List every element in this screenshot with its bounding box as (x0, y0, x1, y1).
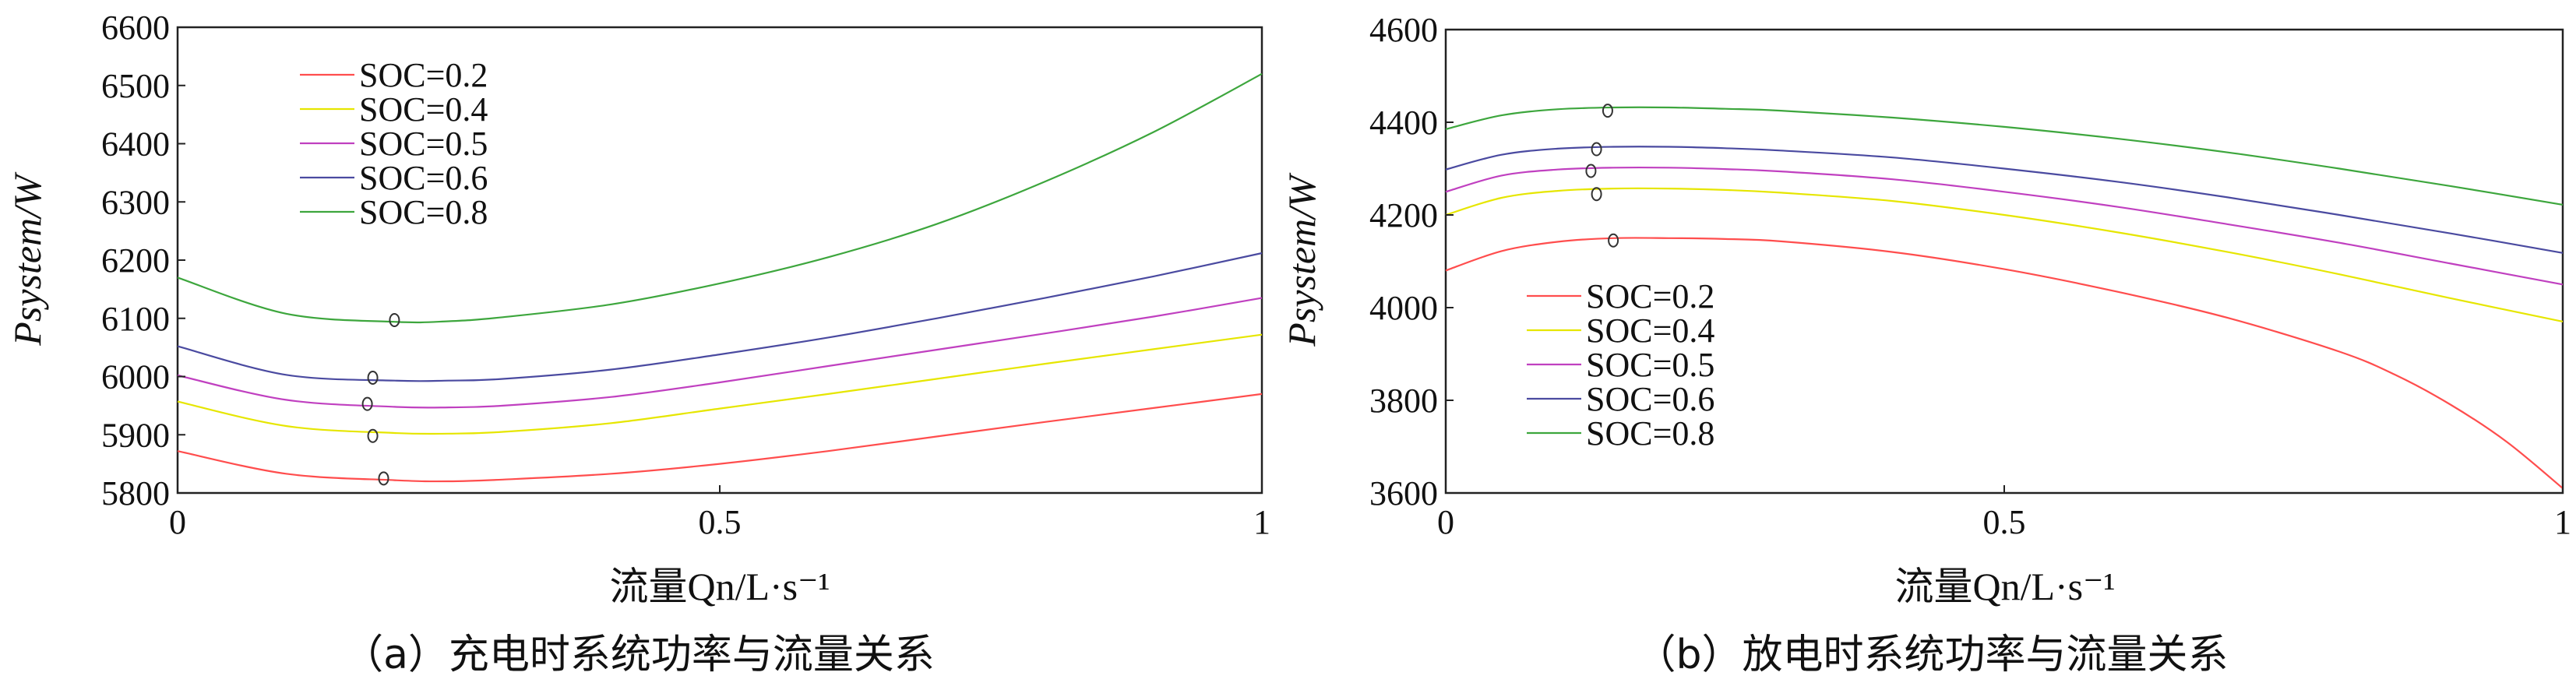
chart-b-optimum-marker (1608, 233, 1619, 248)
chart-b-series-line-soc-0-4 (1445, 187, 2564, 322)
chart-b-legend-label: SOC=0.2 (1586, 277, 1714, 315)
chart-a-caption: （a）充电时系统功率与流量关系 (343, 632, 935, 678)
chart-b-series-line-soc-0-6 (1445, 146, 2564, 254)
chart-b-legend-label: SOC=0.8 (1586, 414, 1714, 452)
chart-a-legend-label: SOC=0.8 (359, 193, 488, 231)
chart-b-y-ticks: 3600 3800 4000 4200 4400 4600 (1369, 11, 1454, 512)
chart-b-ylabel: Psystem/W (1280, 172, 1323, 347)
chart-a-series-line-soc-0-5 (177, 297, 1263, 409)
chart-b-ytick-label: 4000 (1369, 289, 1438, 327)
chart-a-ytick-label: 6600 (101, 9, 170, 47)
chart-a-x-ticks: 0 0.5 1 (169, 485, 1270, 541)
chart-b-optimum-marker (1585, 164, 1597, 178)
chart-a-optimum-marker (361, 396, 373, 411)
chart-b-xtick-label: 1 (2554, 503, 2571, 541)
chart-a-optimum-marker (367, 370, 379, 385)
chart-a-series-line-soc-0-8 (177, 72, 1263, 324)
chart-b-ytick-label: 4200 (1369, 196, 1438, 234)
chart-a-xtick-label: 1 (1253, 503, 1270, 541)
chart-a-ytick-label: 5900 (101, 416, 170, 454)
chart-a-ytick-label: 6200 (101, 241, 170, 280)
chart-a-xlabel: 流量Qn/L·s⁻¹ (609, 565, 830, 608)
chart-a-ytick-label: 6500 (101, 67, 170, 105)
chart-b-optimum-marker (1591, 142, 1602, 157)
chart-b-legend-label: SOC=0.5 (1586, 346, 1714, 384)
chart-a-ytick-label: 6300 (101, 183, 170, 221)
chart-b-caption: （b）放电时系统功率与流量关系 (1635, 632, 2228, 678)
chart-b-legend-label: SOC=0.4 (1586, 312, 1714, 350)
chart-a-optimum-marker (378, 471, 389, 486)
chart-b-ytick-label: 4400 (1369, 104, 1438, 142)
chart-a-ytick-label: 5800 (101, 474, 170, 512)
chart-b-optimum-marker (1591, 187, 1602, 202)
chart-b-ytick-label: 4600 (1369, 11, 1438, 49)
chart-a-y-ticks: 5800 5900 6000 6100 6200 6300 6400 6500 6600 (101, 9, 185, 512)
chart-b-xlabel: 流量Qn/L·s⁻¹ (1894, 565, 2115, 608)
chart-a-series-line-soc-0-6 (177, 252, 1263, 382)
chart-a-ytick-label: 6100 (101, 300, 170, 338)
chart-a-legend-label: SOC=0.6 (359, 159, 488, 197)
chart-a-xtick-label: 0.5 (699, 503, 742, 541)
chart-b-series-line-soc-0-8 (1445, 106, 2564, 206)
chart-a-ylabel: Psystem/W (5, 171, 49, 347)
chart-b-optimum-marker (1602, 104, 1613, 118)
chart-b-xtick-label: 0.5 (1983, 503, 2026, 541)
chart-a-xtick-label: 0 (169, 503, 186, 541)
chart-b-ytick-label: 3600 (1369, 474, 1438, 512)
chart-b-series-line-soc-0-5 (1445, 166, 2564, 286)
chart-a-ytick-label: 6400 (101, 125, 170, 164)
chart-b-xtick-label: 0 (1437, 503, 1454, 541)
chart-a-legend-label: SOC=0.5 (359, 125, 488, 163)
chart-a-ytick-label: 6000 (101, 358, 170, 396)
chart-a-legend-label: SOC=0.4 (359, 90, 488, 129)
chart-a-legend-label: SOC=0.2 (359, 56, 488, 94)
chart-b-legend-label: SOC=0.6 (1586, 380, 1714, 418)
chart-b-ytick-label: 3800 (1369, 382, 1438, 420)
chart-a-plot-frame (176, 26, 1263, 495)
chart-a-series-line-soc-0-4 (177, 333, 1263, 435)
chart-b-series-group (1445, 104, 2564, 489)
chart-a-optimum-marker (367, 428, 379, 443)
chart-b-x-ticks: 0 0.5 1 (1437, 485, 2571, 541)
chart-a-series-group (177, 72, 1263, 486)
chart-a-series-line-soc-0-2 (177, 393, 1263, 483)
chart-a-optimum-marker (389, 312, 400, 327)
